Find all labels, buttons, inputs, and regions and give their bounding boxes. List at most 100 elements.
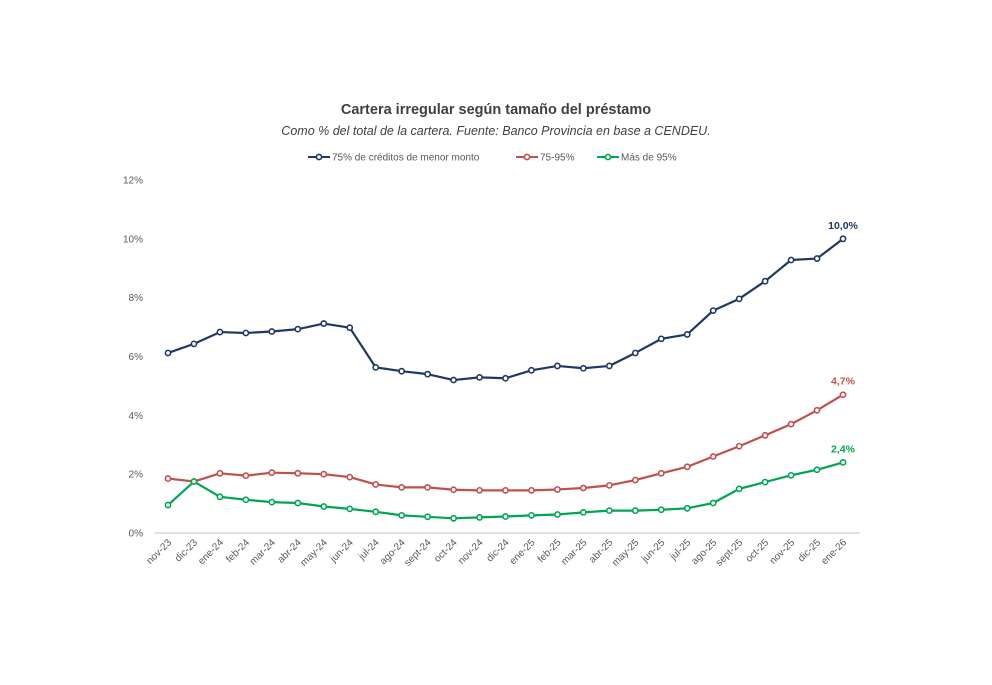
- x-tick-label: sept-25: [714, 537, 746, 569]
- data-point: [554, 486, 561, 493]
- x-tick-label: jun-24: [328, 537, 356, 565]
- x-tick-label: sept-24: [402, 537, 434, 569]
- data-point: [294, 499, 302, 507]
- data-point: [320, 503, 328, 510]
- y-tick-label: 10%: [123, 234, 143, 245]
- data-point: [631, 349, 639, 357]
- data-point: [813, 255, 821, 262]
- data-point: [787, 471, 795, 479]
- data-point: [528, 486, 535, 494]
- y-tick-label: 6%: [129, 352, 144, 363]
- data-point: [839, 391, 847, 399]
- data-point: [346, 505, 354, 513]
- data-point: [164, 475, 172, 482]
- data-point: [424, 513, 432, 521]
- data-point: [735, 295, 743, 303]
- data-point: [631, 476, 639, 484]
- x-tick-label: nov-24: [456, 537, 486, 567]
- data-point: [839, 458, 847, 466]
- data-point: [735, 442, 743, 450]
- end-value-label-3: 2,4%: [831, 443, 856, 455]
- x-tick-label: nov-25: [768, 537, 798, 567]
- data-point: [657, 335, 665, 343]
- data-point: [787, 420, 795, 428]
- data-point: [683, 331, 691, 338]
- data-point: [190, 478, 198, 485]
- data-point: [476, 514, 483, 521]
- data-point: [320, 320, 328, 327]
- data-point: [294, 469, 302, 477]
- data-point: [190, 340, 198, 348]
- data-point: [528, 511, 535, 519]
- legend-marker-2: [523, 153, 531, 161]
- data-point: [605, 507, 613, 515]
- data-point: [216, 493, 224, 501]
- data-point: [476, 373, 483, 381]
- data-point: [346, 473, 354, 481]
- data-point: [605, 362, 613, 370]
- series-line-1: [167, 237, 844, 382]
- data-point: [424, 370, 432, 378]
- data-point: [579, 509, 587, 516]
- data-point: [268, 328, 276, 335]
- data-point: [242, 472, 250, 480]
- data-point: [502, 374, 509, 382]
- data-point: [761, 277, 769, 285]
- data-point: [813, 466, 821, 474]
- data-point: [294, 325, 302, 333]
- data-point: [164, 501, 172, 509]
- x-tick-label: jun-25: [639, 537, 667, 565]
- x-tick-label: mar-25: [559, 537, 589, 567]
- data-point: [216, 469, 224, 477]
- data-point: [398, 484, 406, 491]
- legend-label-1: 75% de créditos de menor monto: [332, 153, 480, 164]
- data-point: [424, 484, 432, 491]
- data-point: [398, 367, 406, 375]
- data-point: [631, 507, 639, 515]
- data-point: [372, 481, 380, 488]
- data-point: [709, 453, 717, 460]
- chart-subtitle: Como % del total de la cartera. Fuente: …: [281, 124, 711, 138]
- data-point: [761, 478, 769, 486]
- x-tick-label: oct-24: [432, 537, 460, 565]
- data-point: [242, 496, 250, 504]
- x-tick-label: mar-24: [248, 537, 278, 567]
- legend-marker-1: [315, 153, 323, 161]
- data-point: [787, 256, 795, 264]
- data-point: [657, 469, 665, 477]
- y-tick-label: 0%: [129, 529, 144, 540]
- data-point: [450, 376, 457, 384]
- data-point: [242, 329, 250, 337]
- data-point: [346, 324, 354, 332]
- data-point: [164, 349, 172, 357]
- y-tick-label: 2%: [129, 470, 144, 481]
- end-value-label-2: 4,7%: [831, 376, 856, 388]
- data-point: [502, 486, 509, 494]
- data-point: [709, 499, 717, 507]
- data-point: [761, 431, 769, 439]
- data-point: [216, 328, 224, 336]
- data-point: [813, 406, 821, 414]
- data-point: [605, 481, 613, 489]
- end-value-label-1: 10,0%: [828, 220, 858, 232]
- x-tick-label: oct-25: [744, 537, 772, 565]
- x-tick-label: may-25: [610, 537, 642, 569]
- y-tick-label: 4%: [129, 411, 144, 422]
- data-point: [735, 485, 743, 493]
- data-point: [502, 513, 509, 520]
- series-line-2: [167, 393, 844, 492]
- data-point: [683, 463, 691, 471]
- legend-label-2: 75-95%: [540, 153, 575, 164]
- data-point: [528, 366, 535, 374]
- data-point: [398, 511, 406, 519]
- data-point: [709, 307, 717, 315]
- data-point: [268, 469, 276, 477]
- data-point: [320, 470, 328, 478]
- data-point: [683, 504, 691, 512]
- data-point: [450, 514, 457, 522]
- legend-marker-3: [604, 153, 612, 161]
- x-tick-label: ene-25: [508, 537, 538, 567]
- x-tick-label: nov-23: [145, 537, 175, 567]
- data-point: [554, 362, 561, 370]
